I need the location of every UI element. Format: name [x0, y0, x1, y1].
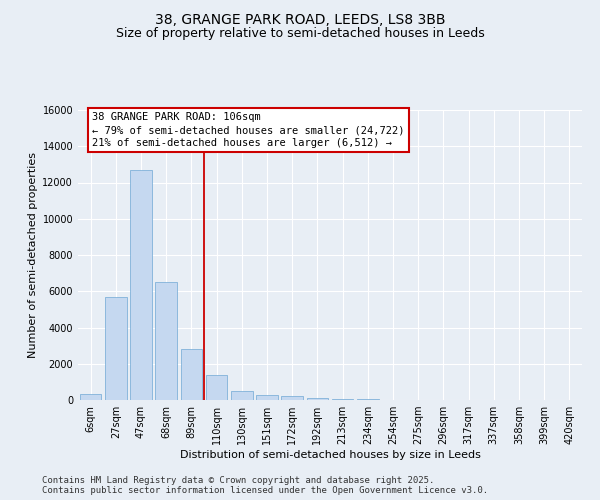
Bar	[231, 391, 253, 400]
Y-axis label: Number of semi-detached properties: Number of semi-detached properties	[28, 152, 38, 358]
Bar	[332, 399, 353, 400]
Bar	[155, 282, 177, 400]
Text: 38, GRANGE PARK ROAD, LEEDS, LS8 3BB: 38, GRANGE PARK ROAD, LEEDS, LS8 3BB	[155, 12, 445, 26]
Text: 38 GRANGE PARK ROAD: 106sqm
← 79% of semi-detached houses are smaller (24,722)
2: 38 GRANGE PARK ROAD: 106sqm ← 79% of sem…	[92, 112, 404, 148]
Text: Contains HM Land Registry data © Crown copyright and database right 2025.
Contai: Contains HM Land Registry data © Crown c…	[42, 476, 488, 495]
Bar	[80, 394, 101, 400]
Bar	[181, 349, 202, 400]
X-axis label: Distribution of semi-detached houses by size in Leeds: Distribution of semi-detached houses by …	[179, 450, 481, 460]
Bar	[281, 396, 303, 400]
Bar	[105, 296, 127, 400]
Bar	[130, 170, 152, 400]
Bar	[206, 374, 227, 400]
Bar	[256, 396, 278, 400]
Bar	[307, 398, 328, 400]
Text: Size of property relative to semi-detached houses in Leeds: Size of property relative to semi-detach…	[116, 28, 484, 40]
